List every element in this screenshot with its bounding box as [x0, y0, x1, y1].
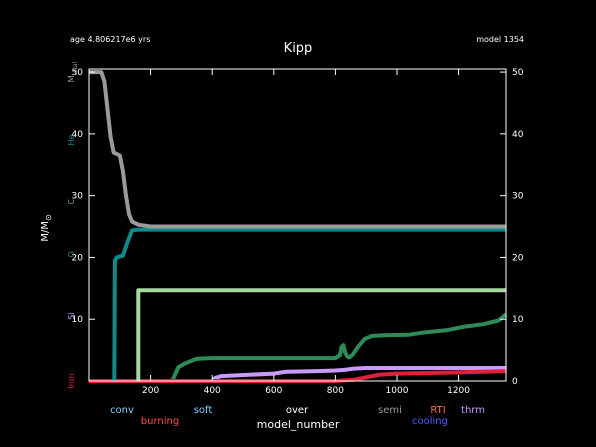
y-tick-label-right-10: 10: [512, 315, 524, 325]
y-tick-label-left-50: 50: [72, 68, 84, 78]
side-label-text-3: O: [67, 251, 76, 257]
x-tick-label-800: 800: [327, 386, 344, 396]
y-tick-label-right-0: 0: [512, 377, 518, 387]
x-tick-label-1000: 1000: [386, 386, 409, 396]
y-tick-label-left-20: 20: [72, 253, 84, 263]
legend-cooling: cooling: [412, 416, 448, 427]
sun-symbol: ⊙: [44, 214, 53, 221]
side-label-text-5: Iron: [67, 373, 76, 388]
x-tick-label-600: 600: [265, 386, 282, 396]
legend-semi: semi: [378, 405, 402, 416]
x-axis-label: model_number: [257, 418, 340, 431]
x-tick-label-200: 200: [142, 386, 159, 396]
axis-ticks: 200 400 600 800 1000 1200 10 20 30 40 50 0 10 20 30 40 5…: [72, 68, 524, 396]
y-tick-label-right-40: 40: [512, 130, 524, 140]
series-line-1: [210, 366, 506, 383]
side-label-text-0: Mtotal: [67, 61, 79, 82]
side-label-text-2: C: [67, 199, 76, 205]
side-label-5: Iron: [67, 373, 76, 388]
y-tick-label-right-20: 20: [512, 253, 524, 263]
y-tick-label-left-30: 30: [72, 192, 84, 202]
svg-text:M/M⊙: M/M⊙: [40, 214, 53, 241]
legend-burning: burning: [141, 416, 179, 427]
age-label: age 4.806217e6 yrs: [70, 35, 150, 44]
legend-rti: RTI: [430, 405, 445, 416]
model-label: model 1354: [476, 35, 524, 44]
side-label-3: O: [67, 251, 76, 257]
legend-conv: conv: [110, 405, 134, 416]
series-line-3: [136, 288, 506, 381]
y-tick-label-right-30: 30: [512, 192, 524, 202]
x-tick-label-400: 400: [204, 386, 221, 396]
series-line-5: [89, 70, 506, 229]
legend-soft: soft: [194, 405, 213, 416]
side-label-2: C: [67, 199, 76, 205]
side-label-text-4: Si: [67, 312, 76, 319]
y-axis-label: M/M⊙: [40, 214, 53, 241]
left-side-labels: Mtotal He C O Si Iron: [67, 61, 79, 388]
plot-frame: [88, 68, 507, 382]
side-label-0: Mtotal: [67, 61, 79, 82]
side-label-4: Si: [67, 312, 76, 319]
chart-title: Kipp: [284, 41, 313, 56]
side-label-1: He: [67, 134, 76, 145]
y-tick-label-right-50: 50: [512, 68, 524, 78]
x-tick-label-1200: 1200: [447, 386, 470, 396]
legend-thrm: thrm: [461, 405, 485, 416]
series-line-4: [112, 227, 506, 382]
y-tick-label-left-40: 40: [72, 130, 84, 140]
y-tick-label-left-10: 10: [72, 315, 84, 325]
y-axis-label-text: M/M: [40, 221, 51, 242]
series-line-0: [170, 312, 508, 382]
series-lines: [89, 70, 508, 383]
legend-over: over: [286, 405, 309, 416]
side-label-text-1: He: [67, 134, 76, 145]
